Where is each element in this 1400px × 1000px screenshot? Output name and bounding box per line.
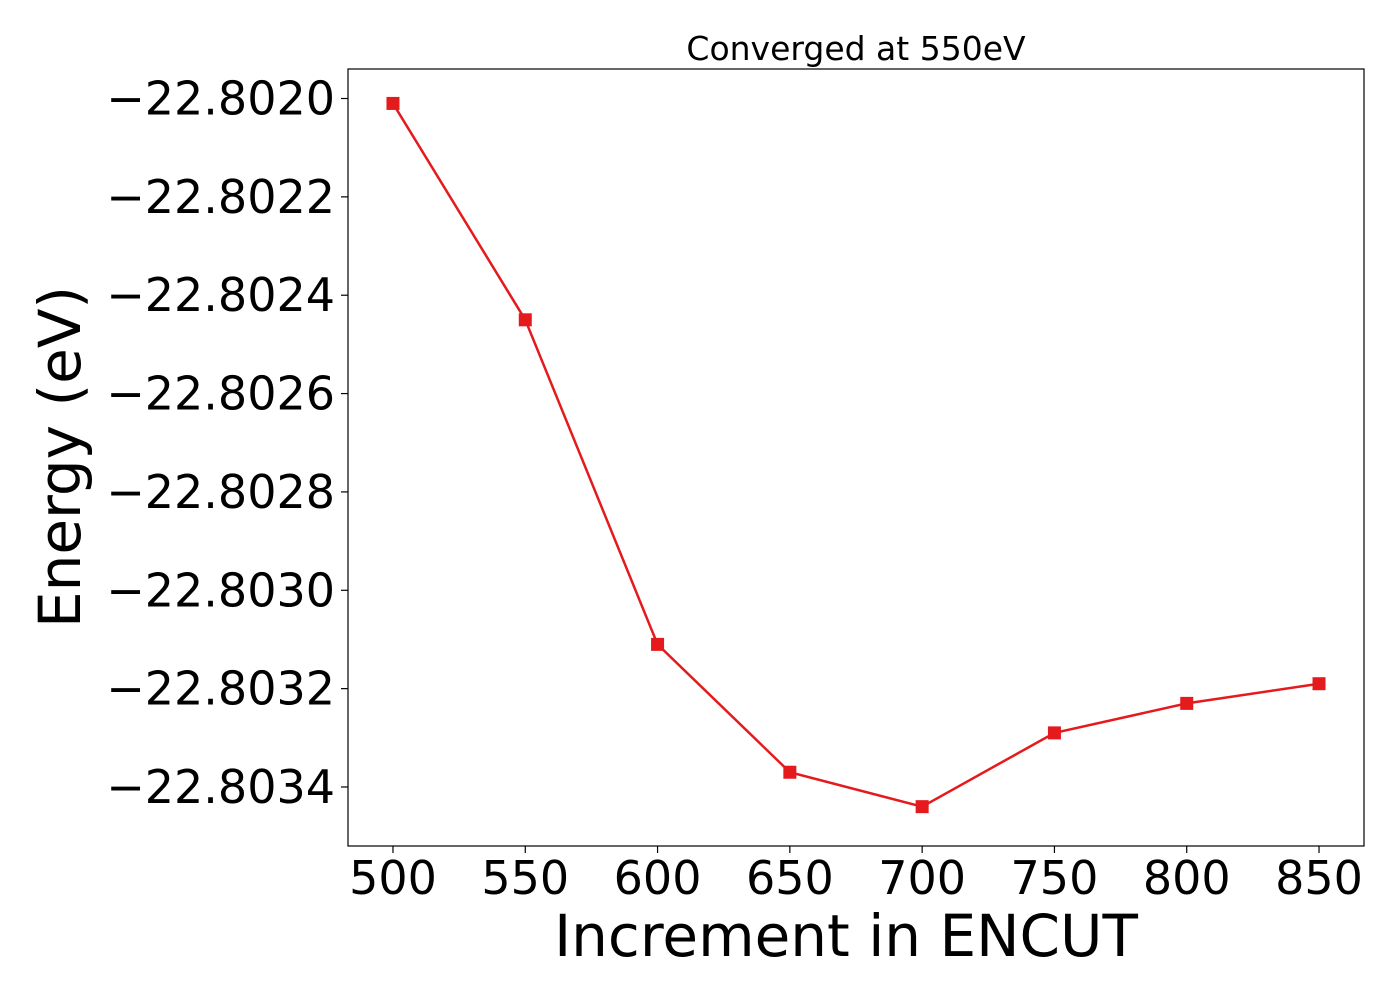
chart-title: Converged at 550eV (686, 29, 1026, 68)
y-tick-label: −22.8032 (106, 662, 335, 716)
y-tick-label: −22.8034 (106, 760, 335, 814)
series-layer (386, 96, 1326, 814)
data-point-marker (1047, 726, 1061, 740)
data-point-marker (651, 637, 665, 651)
data-point-marker (915, 800, 929, 814)
data-point-marker (783, 765, 797, 779)
plot-area (347, 68, 1365, 847)
x-tick-label: 650 (746, 851, 834, 905)
y-tick-label: −22.8024 (106, 268, 335, 322)
x-tick-label: 700 (878, 851, 966, 905)
y-tick-label: −22.8022 (106, 170, 335, 224)
x-tick-label: 500 (349, 851, 437, 905)
y-tick-label: −22.8020 (106, 72, 335, 126)
x-tick-label: 800 (1143, 851, 1231, 905)
data-point-marker (386, 96, 400, 110)
series-line (391, 102, 1320, 808)
y-axis-title: Energy (eV) (26, 286, 94, 628)
x-axis-ticks: 500 550 600 650 700 750 800 850 (349, 846, 1363, 905)
x-tick-label: 550 (481, 851, 569, 905)
data-point-marker (1312, 677, 1326, 691)
y-tick-label: −22.8026 (106, 367, 335, 421)
x-axis-title: Increment in ENCUT (554, 902, 1138, 970)
y-tick-label: −22.8028 (106, 465, 335, 519)
data-point-marker (518, 313, 532, 327)
y-tick-label: −22.8030 (106, 563, 335, 617)
data-point-marker (1180, 696, 1194, 710)
x-tick-label: 600 (614, 851, 702, 905)
y-axis-ticks: −22.8020 −22.8022 −22.8024 −22.8026 −22.8028… (106, 72, 348, 814)
x-tick-label: 750 (1011, 851, 1099, 905)
x-tick-label: 850 (1275, 851, 1363, 905)
